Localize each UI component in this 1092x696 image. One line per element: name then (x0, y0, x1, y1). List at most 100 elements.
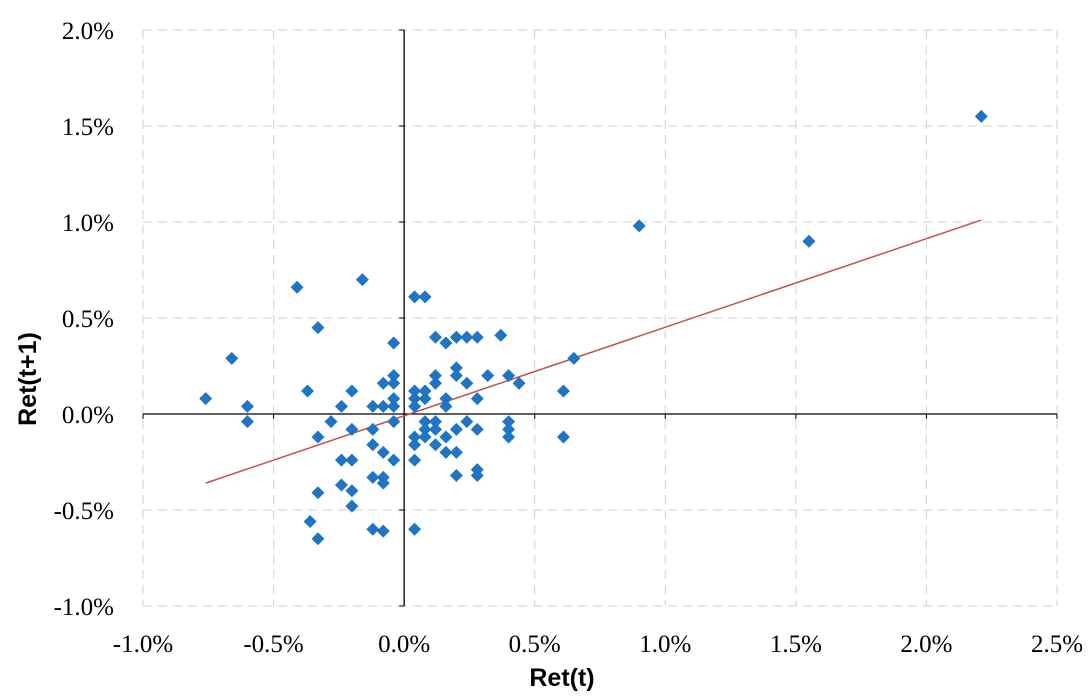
data-point (502, 422, 516, 436)
data-point (502, 415, 516, 429)
data-point (974, 109, 988, 123)
y-tick-label: 1.5% (62, 114, 114, 141)
data-point (418, 430, 432, 444)
data-point (334, 399, 348, 413)
data-point (470, 422, 484, 436)
y-tick-label: -1.0% (54, 594, 114, 621)
data-point (334, 453, 348, 467)
y-tick-label: 1.0% (62, 210, 114, 237)
data-point (418, 384, 432, 398)
data-point (449, 369, 463, 383)
trendline-layer (205, 219, 982, 484)
data-point (408, 430, 422, 444)
data-point (355, 273, 369, 287)
data-point (460, 376, 474, 390)
data-point (439, 336, 453, 350)
data-point (366, 399, 380, 413)
data-point (418, 290, 432, 304)
data-point (311, 486, 325, 500)
data-point (387, 399, 401, 413)
data-point (345, 499, 359, 513)
data-point (470, 392, 484, 406)
data-point (418, 422, 432, 436)
data-point (802, 234, 816, 248)
data-point (387, 376, 401, 390)
data-point (387, 369, 401, 383)
data-point (408, 392, 422, 406)
zero-axes (142, 29, 1058, 607)
x-tick-label: -0.5% (243, 631, 303, 658)
data-point (408, 453, 422, 467)
data-point (439, 445, 453, 459)
data-point (502, 369, 516, 383)
y-axis-title: Ret(t+1) (14, 332, 42, 426)
data-point (428, 438, 442, 452)
data-point (345, 484, 359, 498)
data-point (494, 328, 508, 342)
data-point (376, 445, 390, 459)
data-point (387, 453, 401, 467)
data-point (428, 330, 442, 344)
tick-labels: -1.0% -0.5% 0.0% 0.5% 1.0% 1.5% 2.0% 2.5% -1.0% -… (54, 18, 1083, 658)
data-point (290, 280, 304, 294)
data-point (428, 376, 442, 390)
data-point (366, 438, 380, 452)
data-point (199, 392, 213, 406)
data-point (408, 522, 422, 536)
data-point (225, 351, 239, 365)
data-point (334, 478, 348, 492)
data-point (449, 445, 463, 459)
x-axis-title: Ret(t) (529, 664, 594, 692)
data-point (428, 415, 442, 429)
x-tick-label: 1.5% (770, 631, 822, 658)
data-point (303, 515, 317, 529)
data-point (324, 415, 338, 429)
data-point (376, 476, 390, 490)
data-point (311, 430, 325, 444)
y-tick-label: 0.0% (62, 402, 114, 429)
data-point (470, 468, 484, 482)
trendline (205, 219, 982, 484)
data-point (512, 376, 526, 390)
data-point (366, 422, 380, 436)
data-point (408, 384, 422, 398)
data-point (366, 470, 380, 484)
data-point (376, 376, 390, 390)
data-point (240, 399, 254, 413)
data-point (556, 430, 570, 444)
data-point (449, 468, 463, 482)
y-tick-label: 2.0% (62, 18, 114, 45)
data-points (199, 109, 988, 546)
data-point (418, 392, 432, 406)
data-point (481, 369, 495, 383)
data-point (376, 524, 390, 538)
y-tick-label: -0.5% (54, 498, 114, 525)
data-point (439, 430, 453, 444)
data-point (408, 438, 422, 452)
x-tick-label: -1.0% (113, 631, 173, 658)
data-point (345, 422, 359, 436)
data-point (556, 384, 570, 398)
data-point (366, 522, 380, 536)
data-point (428, 422, 442, 436)
data-point (502, 430, 516, 444)
data-point (311, 532, 325, 546)
data-point (428, 369, 442, 383)
data-point (311, 321, 325, 335)
data-point (439, 399, 453, 413)
y-tick-label: 0.5% (62, 306, 114, 333)
data-point (376, 399, 390, 413)
data-point (470, 330, 484, 344)
data-point (387, 415, 401, 429)
x-tick-label: 0.0% (378, 631, 430, 658)
data-point (418, 415, 432, 429)
x-tick-label: 1.0% (639, 631, 691, 658)
data-point (408, 399, 422, 413)
data-point (449, 330, 463, 344)
gridlines (142, 29, 1058, 607)
data-point (387, 392, 401, 406)
data-point (460, 330, 474, 344)
data-point (345, 453, 359, 467)
data-point (449, 361, 463, 375)
